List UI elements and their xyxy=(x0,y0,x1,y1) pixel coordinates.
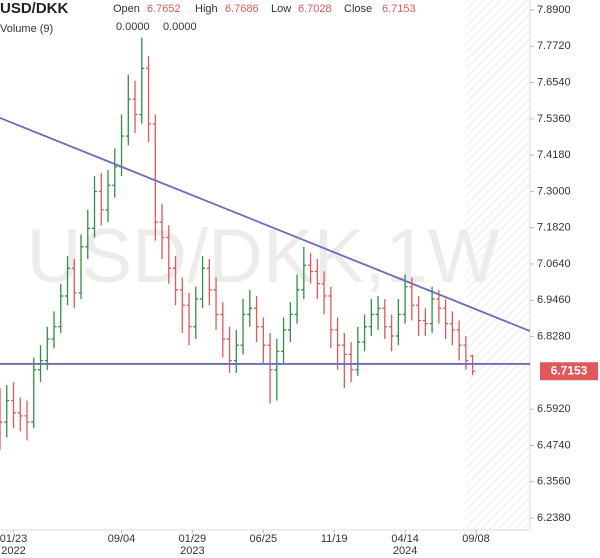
trendline xyxy=(0,117,531,332)
x-tick-label: 09/08 xyxy=(462,533,490,545)
x-tick-label: 01/29 xyxy=(179,533,207,545)
y-tick-label: 6.3560 xyxy=(537,476,571,488)
y-tick-label: 6.8280 xyxy=(537,330,571,342)
y-tick-label: 6.4740 xyxy=(537,439,571,451)
y-tick-label: 7.4180 xyxy=(537,149,571,161)
y-tick-label: 6.2380 xyxy=(537,512,571,524)
y-tick-label: 7.5360 xyxy=(537,113,571,125)
high-value: 6.7686 xyxy=(225,3,259,15)
low-value: 6.7028 xyxy=(298,3,332,15)
year-label: 2023 xyxy=(180,545,204,557)
x-tick-label: 01/23 xyxy=(0,533,27,545)
y-tick-label: 6.9460 xyxy=(537,294,571,306)
volume-value: 0.0000 xyxy=(163,21,197,33)
plot xyxy=(0,37,531,450)
year-label: 2024 xyxy=(393,545,417,557)
price-label-box xyxy=(540,362,598,381)
future-area xyxy=(466,0,530,530)
x-tick-label: 06/25 xyxy=(250,533,278,545)
watermark: USD/DKK,1W xyxy=(27,214,500,299)
x-tick-label: 11/19 xyxy=(321,533,348,545)
y-tick-label: 7.0640 xyxy=(537,258,571,270)
open-value: 6.7652 xyxy=(147,3,181,15)
high-label: High xyxy=(195,3,218,15)
symbol: USD/DKK xyxy=(0,0,69,17)
y-tick-label: 7.6540 xyxy=(537,76,571,88)
y-tick-label: 7.3000 xyxy=(537,185,571,197)
y-tick-label: 6.5920 xyxy=(537,403,571,415)
close-value: 6.7153 xyxy=(382,3,416,15)
open-label: Open xyxy=(113,3,140,15)
volume-label: Volume (9) xyxy=(0,23,53,35)
low-label: Low xyxy=(271,3,291,15)
y-tick-label: 7.7720 xyxy=(537,40,571,52)
y-tick-label: 7.8900 xyxy=(537,4,571,16)
year-label: 2022 xyxy=(1,545,25,557)
close-label: Close xyxy=(344,3,372,15)
y-tick-label: 7.1820 xyxy=(537,222,571,234)
volume-value: 0.0000 xyxy=(116,21,150,33)
x-tick-label: 04/14 xyxy=(391,533,419,545)
x-tick-label: 09/04 xyxy=(108,533,136,545)
price-label: 6.7153 xyxy=(551,363,588,377)
